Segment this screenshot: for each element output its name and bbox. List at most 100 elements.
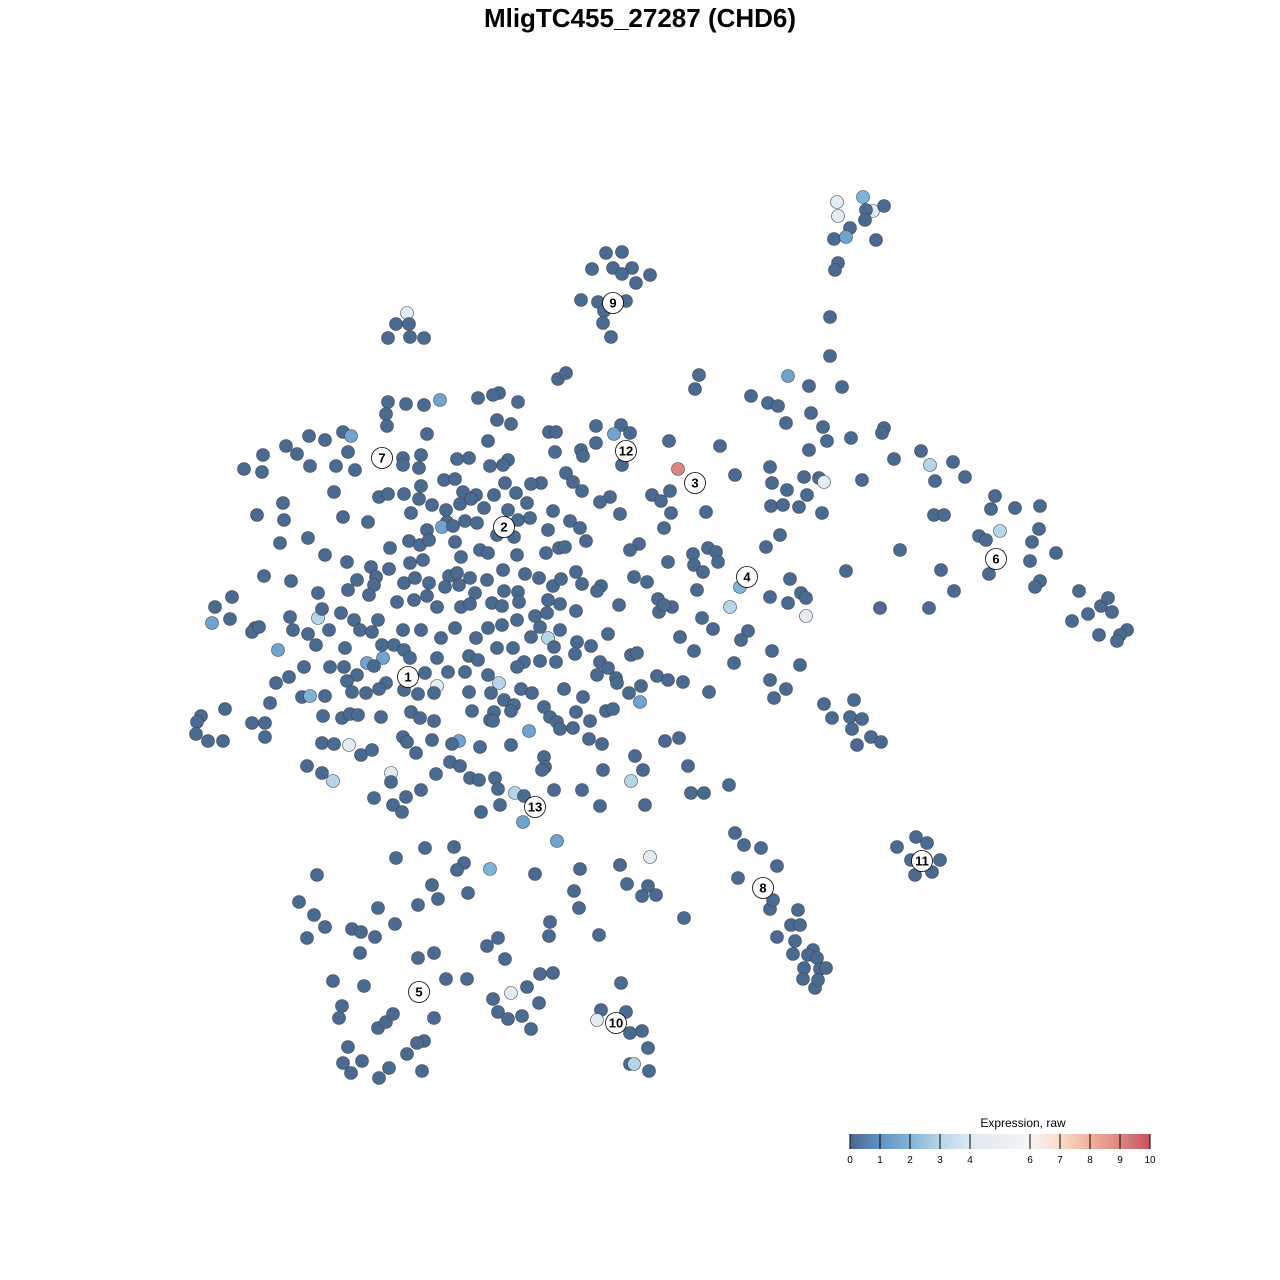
- data-point: [553, 722, 567, 736]
- data-point: [535, 763, 549, 777]
- data-point: [661, 555, 675, 569]
- data-point: [357, 979, 371, 993]
- data-point: [728, 826, 742, 840]
- data-point: [1023, 554, 1037, 568]
- data-point: [408, 571, 422, 585]
- data-point: [615, 267, 629, 281]
- data-point: [781, 596, 795, 610]
- data-point: [559, 366, 573, 380]
- data-point: [362, 588, 376, 602]
- data-point: [625, 261, 639, 275]
- data-point: [504, 738, 518, 752]
- cluster-label-badge: [493, 516, 515, 538]
- data-point: [516, 815, 530, 829]
- legend-tick-label: 0: [847, 1155, 853, 1166]
- data-point: [874, 735, 888, 749]
- data-point: [403, 330, 417, 344]
- data-point: [383, 541, 397, 555]
- data-point: [1105, 605, 1119, 619]
- cluster-label: 10: [605, 1012, 627, 1034]
- data-point: [523, 511, 537, 525]
- data-point: [486, 992, 500, 1006]
- data-point: [533, 654, 547, 668]
- data-point: [993, 524, 1007, 538]
- data-point: [450, 452, 464, 466]
- data-point: [549, 425, 563, 439]
- data-point: [827, 232, 841, 246]
- data-point: [515, 1009, 529, 1023]
- data-point: [615, 245, 629, 259]
- data-point: [816, 420, 830, 434]
- data-point: [779, 682, 793, 696]
- data-point: [723, 600, 737, 614]
- data-point: [225, 590, 239, 604]
- data-point: [454, 550, 468, 564]
- data-point: [353, 946, 367, 960]
- data-point: [481, 546, 495, 560]
- data-point: [696, 565, 710, 579]
- data-point: [380, 419, 394, 433]
- data-point: [414, 783, 428, 797]
- data-point: [934, 563, 948, 577]
- cluster-label-badge: [602, 292, 624, 314]
- data-point: [344, 429, 358, 443]
- data-point: [649, 888, 663, 902]
- data-point: [610, 676, 624, 690]
- data-point: [483, 862, 497, 876]
- data-point: [445, 737, 459, 751]
- cluster-label: 13: [524, 796, 546, 818]
- data-point: [657, 598, 671, 612]
- data-point: [828, 263, 842, 277]
- data-point: [681, 759, 695, 773]
- cluster-label-badge: [752, 877, 774, 899]
- data-point: [510, 548, 524, 562]
- data-point: [411, 898, 425, 912]
- data-point: [345, 685, 359, 699]
- data-point: [411, 951, 425, 965]
- data-point: [690, 583, 704, 597]
- data-point: [509, 486, 523, 500]
- data-point: [1028, 580, 1042, 594]
- data-point: [190, 715, 204, 729]
- data-point: [928, 474, 942, 488]
- data-point: [414, 448, 428, 462]
- data-point: [599, 246, 613, 260]
- data-point: [429, 767, 443, 781]
- cluster-label-text: 12: [619, 444, 633, 459]
- data-point: [382, 1061, 396, 1075]
- data-point: [430, 600, 444, 614]
- data-point: [422, 576, 436, 590]
- data-point: [635, 1024, 649, 1038]
- data-point: [539, 546, 553, 560]
- data-point: [793, 658, 807, 672]
- data-point: [439, 503, 453, 517]
- data-point: [336, 1056, 350, 1070]
- data-point: [606, 702, 620, 716]
- data-point: [671, 462, 685, 476]
- data-point: [458, 514, 472, 528]
- data-point: [353, 623, 367, 637]
- data-point: [486, 388, 500, 402]
- data-point: [524, 630, 538, 644]
- data-point: [737, 838, 751, 852]
- data-point: [629, 276, 643, 290]
- data-point: [820, 434, 834, 448]
- data-point: [361, 515, 375, 529]
- data-point: [641, 1041, 655, 1055]
- data-point: [458, 665, 472, 679]
- data-point: [420, 589, 434, 603]
- cluster-label-badge: [985, 548, 1007, 570]
- data-point: [292, 895, 306, 909]
- data-point: [431, 892, 445, 906]
- data-point: [825, 711, 839, 725]
- data-point: [541, 593, 555, 607]
- data-point: [532, 571, 546, 585]
- data-point: [558, 540, 572, 554]
- cluster-label-text: 7: [378, 451, 385, 466]
- data-point: [414, 623, 428, 637]
- cluster-label-text: 9: [609, 296, 616, 311]
- data-point: [390, 595, 404, 609]
- data-point: [873, 601, 887, 615]
- data-point: [799, 591, 813, 605]
- data-point: [329, 459, 343, 473]
